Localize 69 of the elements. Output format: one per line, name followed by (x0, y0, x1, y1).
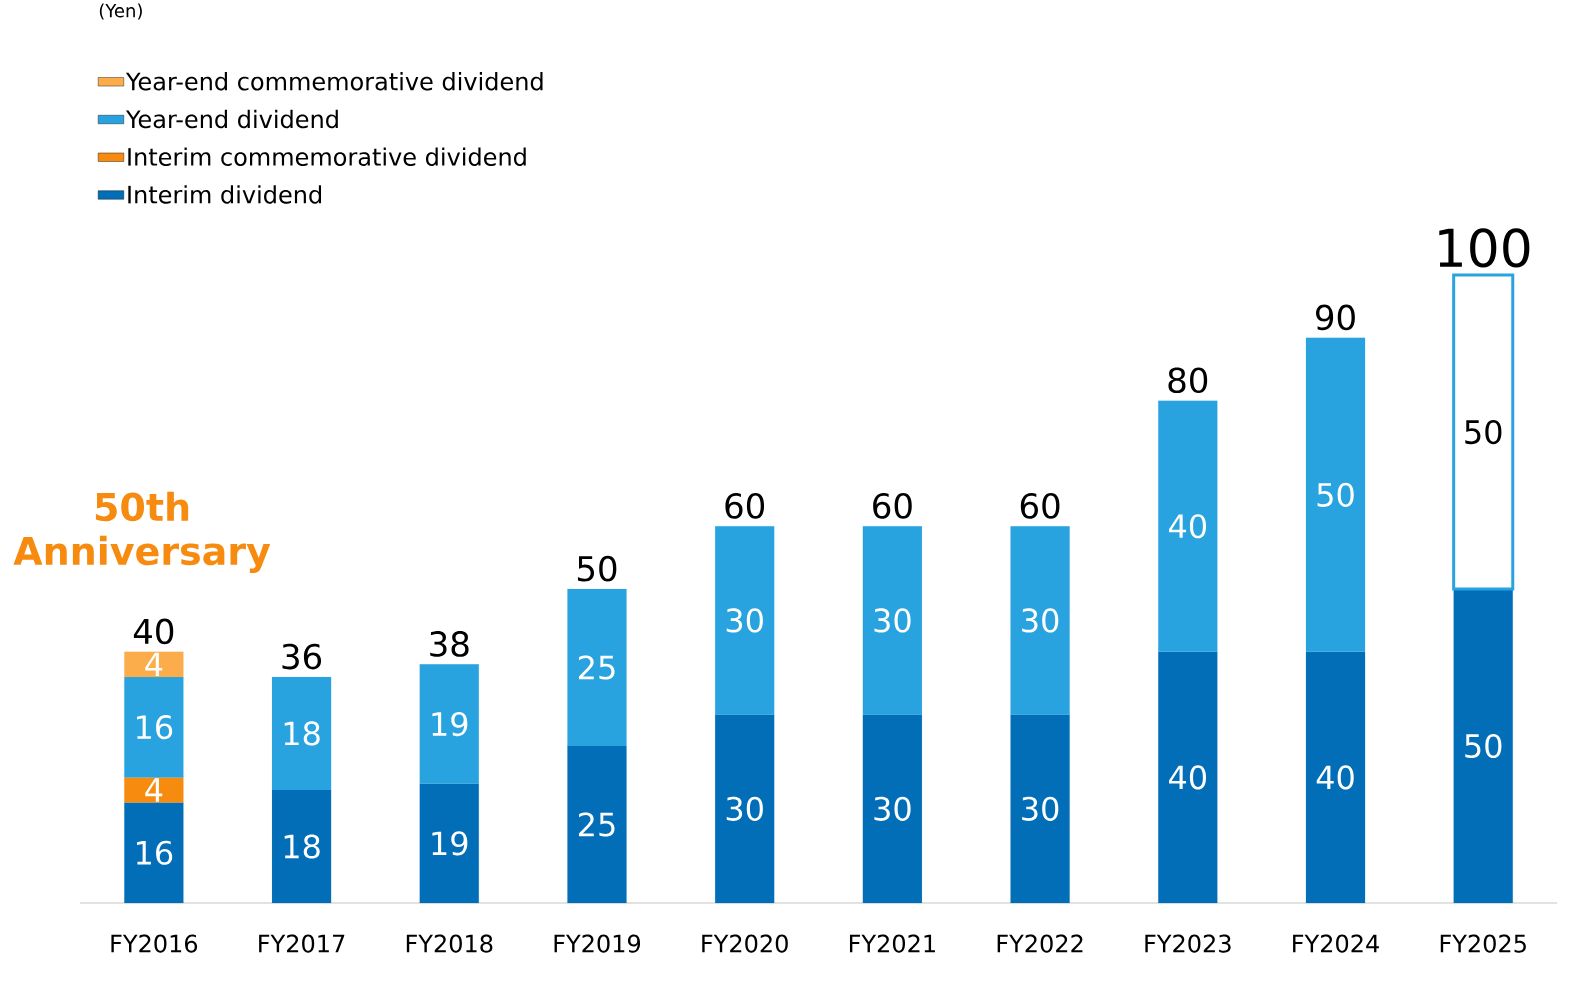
data-label: 30 (874, 608, 911, 633)
bar (715, 526, 775, 715)
bar (271, 676, 332, 791)
bar (419, 664, 479, 784)
x-tick-label: FY2016 (111, 934, 198, 953)
bar (124, 777, 184, 803)
data-label: 16 (137, 715, 173, 740)
bar (419, 783, 479, 904)
legend-label: Interim commemorative dividend (128, 147, 526, 166)
total-label: 50 (577, 555, 617, 582)
total-label: 36 (282, 643, 322, 670)
bar (1158, 651, 1218, 904)
data-label: 19 (432, 711, 468, 737)
data-label: 4 (145, 652, 163, 677)
x-tick-label: FY2020 (702, 934, 788, 953)
text: (Yen) (99, 3, 142, 20)
bar (1010, 714, 1070, 904)
data-label: 18 (284, 721, 320, 746)
data-label: 4 (145, 778, 163, 802)
data-label: 30 (726, 796, 763, 821)
bar (1305, 651, 1366, 904)
x-tick-label: FY2021 (849, 934, 935, 953)
data-label: 25 (578, 812, 615, 837)
total-label: 80 (1168, 367, 1208, 394)
x-tick-label: FY2022 (997, 934, 1083, 953)
total-label: 100 (1439, 228, 1530, 268)
x-tick-label: FY2017 (259, 934, 345, 953)
x-tick-label: FY2023 (1145, 934, 1231, 953)
data-label: 40 (1169, 514, 1207, 539)
total-label: 38 (430, 631, 469, 657)
bar (1453, 588, 1513, 904)
total-label: 90 (1316, 304, 1355, 331)
x-tick-label: FY2019 (554, 934, 641, 953)
data-label: 16 (137, 840, 173, 865)
bar (124, 676, 184, 778)
legend-label: Interim dividend (128, 185, 322, 204)
total-label: 60 (1020, 492, 1060, 519)
data-label: 25 (578, 655, 615, 680)
data-label: 30 (874, 796, 911, 821)
bar (567, 588, 627, 747)
data-label: 30 (1022, 796, 1059, 821)
bar (862, 714, 922, 904)
annotation: 50th Anniversary (13, 491, 271, 573)
x-tick-label: FY2018 (406, 934, 493, 953)
bar (715, 714, 775, 904)
bar (1010, 526, 1070, 715)
data-label: 40 (1316, 765, 1354, 790)
total-label: 60 (725, 492, 765, 519)
bar (1158, 400, 1218, 652)
bar (567, 745, 627, 904)
data-label: 50 (1465, 733, 1502, 759)
data-label: 40 (1169, 765, 1207, 790)
bar (862, 526, 922, 715)
bar (1305, 337, 1366, 652)
bar (271, 789, 332, 904)
data-label: 50 (1317, 482, 1354, 507)
bar (124, 802, 184, 904)
legend-label: Year-end commemorative dividend (125, 71, 543, 91)
bar (124, 651, 184, 677)
data-label: 30 (1022, 608, 1059, 633)
x-tick-label: FY2024 (1293, 934, 1379, 953)
data-label: 19 (432, 831, 468, 856)
legend-label: Year-end dividend (125, 109, 338, 129)
data-label: 30 (726, 608, 763, 633)
total-label: 60 (873, 492, 912, 519)
data-label: 18 (284, 834, 320, 859)
data-label: 50 (1465, 419, 1502, 445)
x-tick-label: FY2025 (1440, 934, 1526, 953)
total-label: 40 (133, 618, 174, 645)
